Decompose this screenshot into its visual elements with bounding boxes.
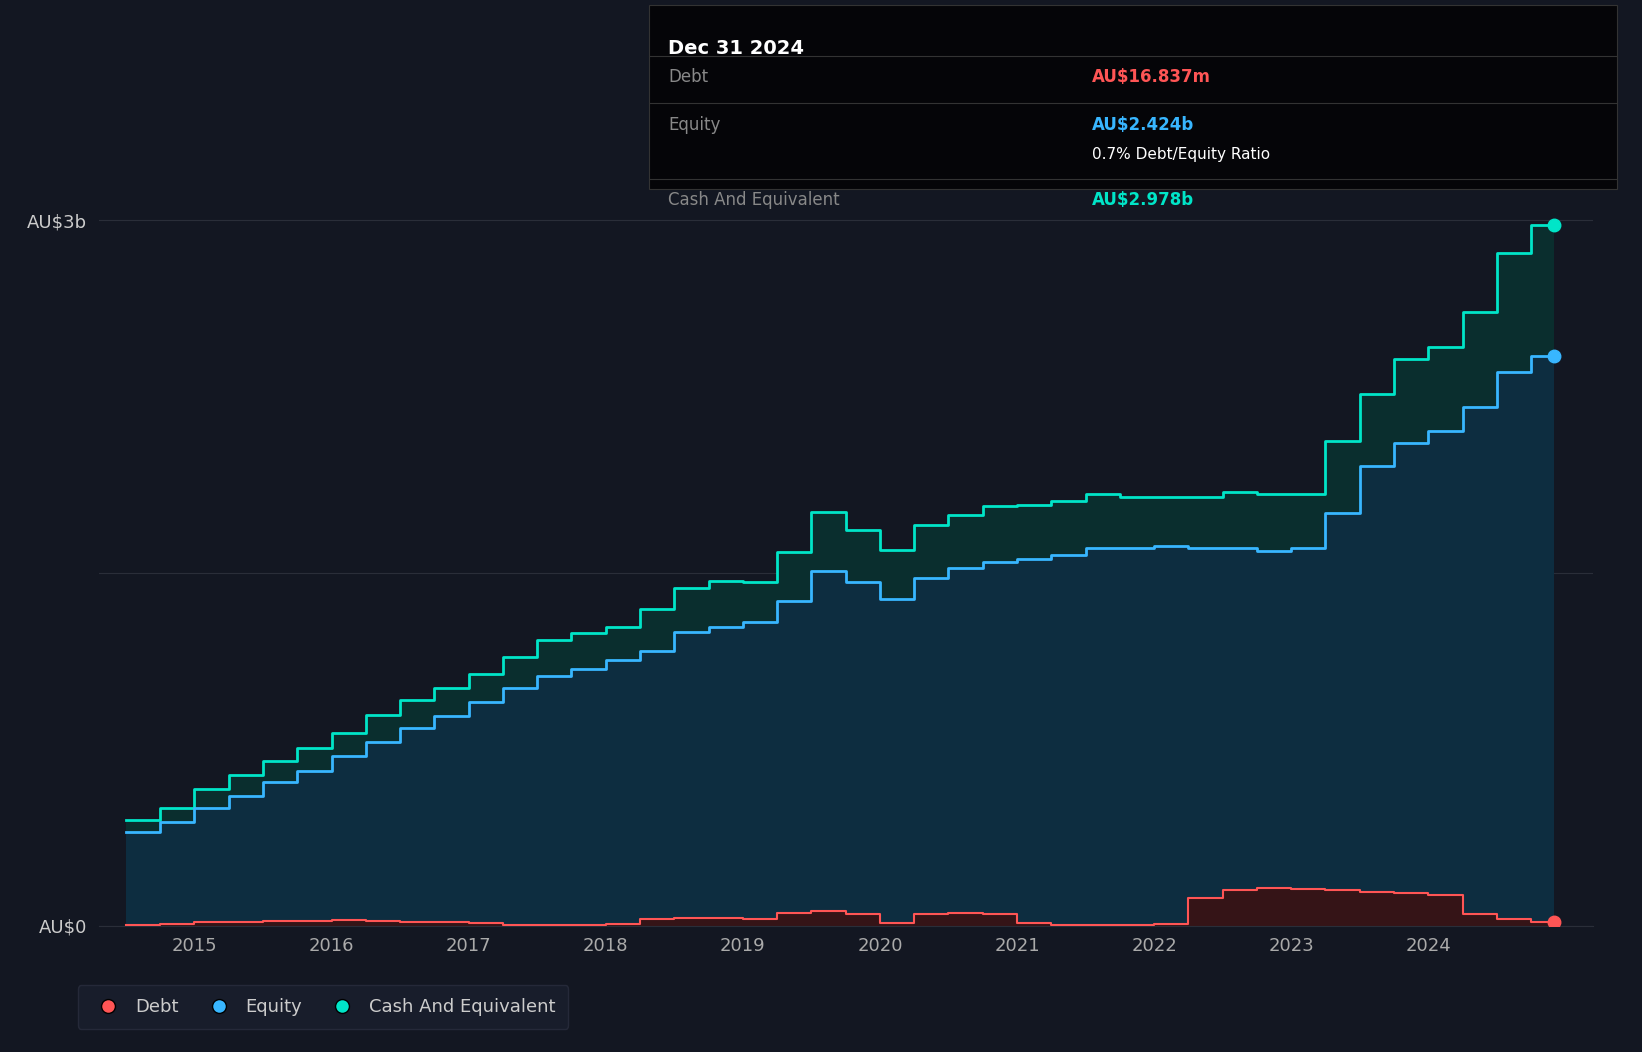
Text: AU$16.837m: AU$16.837m xyxy=(1092,68,1210,86)
Text: Debt: Debt xyxy=(668,68,708,86)
Text: 0.7% Debt/Equity Ratio: 0.7% Debt/Equity Ratio xyxy=(1092,147,1269,162)
Text: Cash And Equivalent: Cash And Equivalent xyxy=(668,191,841,209)
Text: Dec 31 2024: Dec 31 2024 xyxy=(668,39,805,58)
Text: AU$2.424b: AU$2.424b xyxy=(1092,116,1194,134)
Legend: Debt, Equity, Cash And Equivalent: Debt, Equity, Cash And Equivalent xyxy=(77,986,568,1029)
Text: Equity: Equity xyxy=(668,116,721,134)
Text: AU$2.978b: AU$2.978b xyxy=(1092,191,1194,209)
